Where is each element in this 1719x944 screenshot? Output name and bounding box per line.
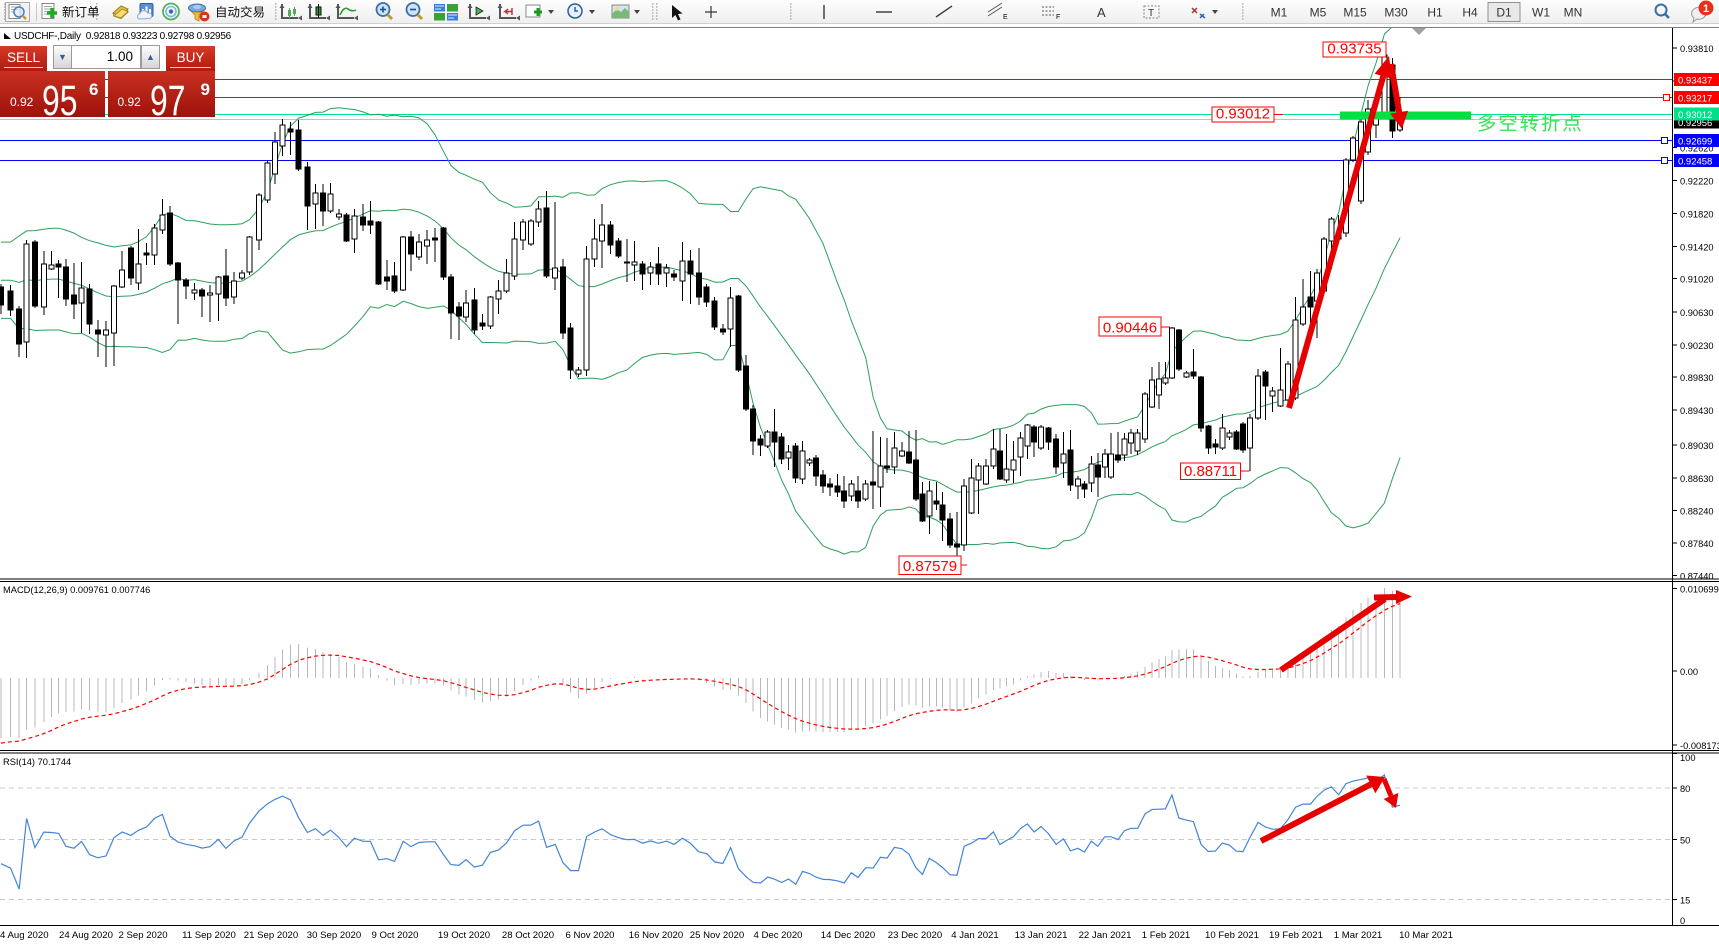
svg-text:T: T (1148, 8, 1154, 19)
svg-text:0.87840: 0.87840 (1680, 539, 1714, 549)
svg-text:1 Mar 2021: 1 Mar 2021 (1334, 930, 1383, 941)
svg-text:0.87440: 0.87440 (1680, 572, 1714, 582)
svg-text:0.88711: 0.88711 (1184, 463, 1237, 480)
svg-text:19 Oct 2020: 19 Oct 2020 (438, 930, 490, 941)
svg-text:0.91820: 0.91820 (1680, 209, 1714, 219)
svg-text:13 Jan 2021: 13 Jan 2021 (1015, 930, 1068, 941)
svg-text:14 Dec 2020: 14 Dec 2020 (821, 930, 875, 941)
svg-text:0.93735: 0.93735 (1327, 41, 1381, 58)
svg-text:D1: D1 (1496, 6, 1512, 20)
svg-text:0.91420: 0.91420 (1680, 243, 1714, 253)
svg-text:M30: M30 (1384, 6, 1408, 20)
svg-text:W1: W1 (1532, 6, 1550, 20)
svg-text:15: 15 (1680, 896, 1690, 906)
svg-text:0.89430: 0.89430 (1680, 406, 1714, 416)
svg-text:50: 50 (1680, 836, 1690, 846)
svg-text:19 Feb 2021: 19 Feb 2021 (1269, 930, 1323, 941)
svg-text:0.90230: 0.90230 (1680, 341, 1714, 351)
svg-text:F: F (1056, 14, 1060, 21)
svg-text:0: 0 (1680, 916, 1685, 926)
svg-text:0.93217: 0.93217 (1678, 94, 1712, 105)
svg-text:0.88630: 0.88630 (1680, 474, 1714, 484)
svg-text:MACD(12,26,9) 0.009761 0.00774: MACD(12,26,9) 0.009761 0.007746 (3, 585, 150, 595)
svg-text:0.00: 0.00 (1680, 667, 1698, 677)
svg-text:0.93437: 0.93437 (1678, 76, 1712, 87)
svg-text:2 Sep 2020: 2 Sep 2020 (118, 930, 167, 941)
svg-text:0.89830: 0.89830 (1680, 373, 1714, 383)
svg-text:0.93012: 0.93012 (1216, 106, 1270, 123)
svg-text:4 Jan 2021: 4 Jan 2021 (951, 930, 998, 941)
svg-text:0.010699: 0.010699 (1680, 585, 1719, 595)
svg-text:23 Dec 2020: 23 Dec 2020 (888, 930, 942, 941)
svg-text:11 Sep 2020: 11 Sep 2020 (182, 930, 236, 941)
svg-text:25 Nov 2020: 25 Nov 2020 (690, 930, 744, 941)
svg-text:H4: H4 (1462, 6, 1478, 20)
svg-text:80: 80 (1680, 784, 1690, 794)
svg-text:MN: MN (1564, 6, 1583, 20)
svg-text:0.93810: 0.93810 (1680, 44, 1714, 54)
svg-text:22 Jan 2021: 22 Jan 2021 (1079, 930, 1132, 941)
svg-text:6 Nov 2020: 6 Nov 2020 (565, 930, 614, 941)
svg-text:RSI(14) 70.1744: RSI(14) 70.1744 (3, 757, 71, 767)
svg-text:1: 1 (1703, 3, 1709, 15)
svg-text:24 Aug 2020: 24 Aug 2020 (59, 930, 113, 941)
svg-text:0.88240: 0.88240 (1680, 507, 1714, 517)
svg-text:9 Oct 2020: 9 Oct 2020 (372, 930, 419, 941)
svg-text:16 Nov 2020: 16 Nov 2020 (629, 930, 683, 941)
svg-text:10 Feb 2021: 10 Feb 2021 (1205, 930, 1259, 941)
svg-text:0.89030: 0.89030 (1680, 441, 1714, 451)
svg-text:0.92458: 0.92458 (1678, 157, 1712, 168)
svg-text:0.93012: 0.93012 (1678, 110, 1712, 121)
svg-text:A: A (1097, 5, 1106, 20)
svg-text:H1: H1 (1427, 6, 1443, 20)
svg-text:M5: M5 (1310, 6, 1327, 20)
svg-text:0.92220: 0.92220 (1680, 177, 1714, 187)
svg-text:10 Mar 2021: 10 Mar 2021 (1399, 930, 1453, 941)
svg-text:M1: M1 (1271, 6, 1288, 20)
svg-text:4 Aug 2020: 4 Aug 2020 (0, 930, 49, 941)
svg-text:0.92620: 0.92620 (1680, 144, 1714, 154)
svg-text:1 Feb 2021: 1 Feb 2021 (1142, 930, 1191, 941)
svg-text:0.87579: 0.87579 (903, 558, 957, 575)
svg-text:0.90630: 0.90630 (1680, 308, 1714, 318)
svg-text:0.92699: 0.92699 (1678, 137, 1712, 148)
svg-text:0.92956: 0.92956 (1678, 118, 1712, 129)
svg-text:30 Sep 2020: 30 Sep 2020 (307, 930, 361, 941)
svg-text:100: 100 (1680, 753, 1696, 763)
svg-text:0.90446: 0.90446 (1103, 320, 1157, 337)
svg-text:4 Dec 2020: 4 Dec 2020 (753, 930, 802, 941)
svg-text:21 Sep 2020: 21 Sep 2020 (244, 930, 298, 941)
svg-text:M15: M15 (1343, 6, 1367, 20)
svg-text:-0.008173: -0.008173 (1680, 741, 1719, 751)
svg-text:28 Oct 2020: 28 Oct 2020 (502, 930, 554, 941)
svg-text:E: E (1003, 14, 1008, 21)
svg-text:0.91020: 0.91020 (1680, 275, 1714, 285)
